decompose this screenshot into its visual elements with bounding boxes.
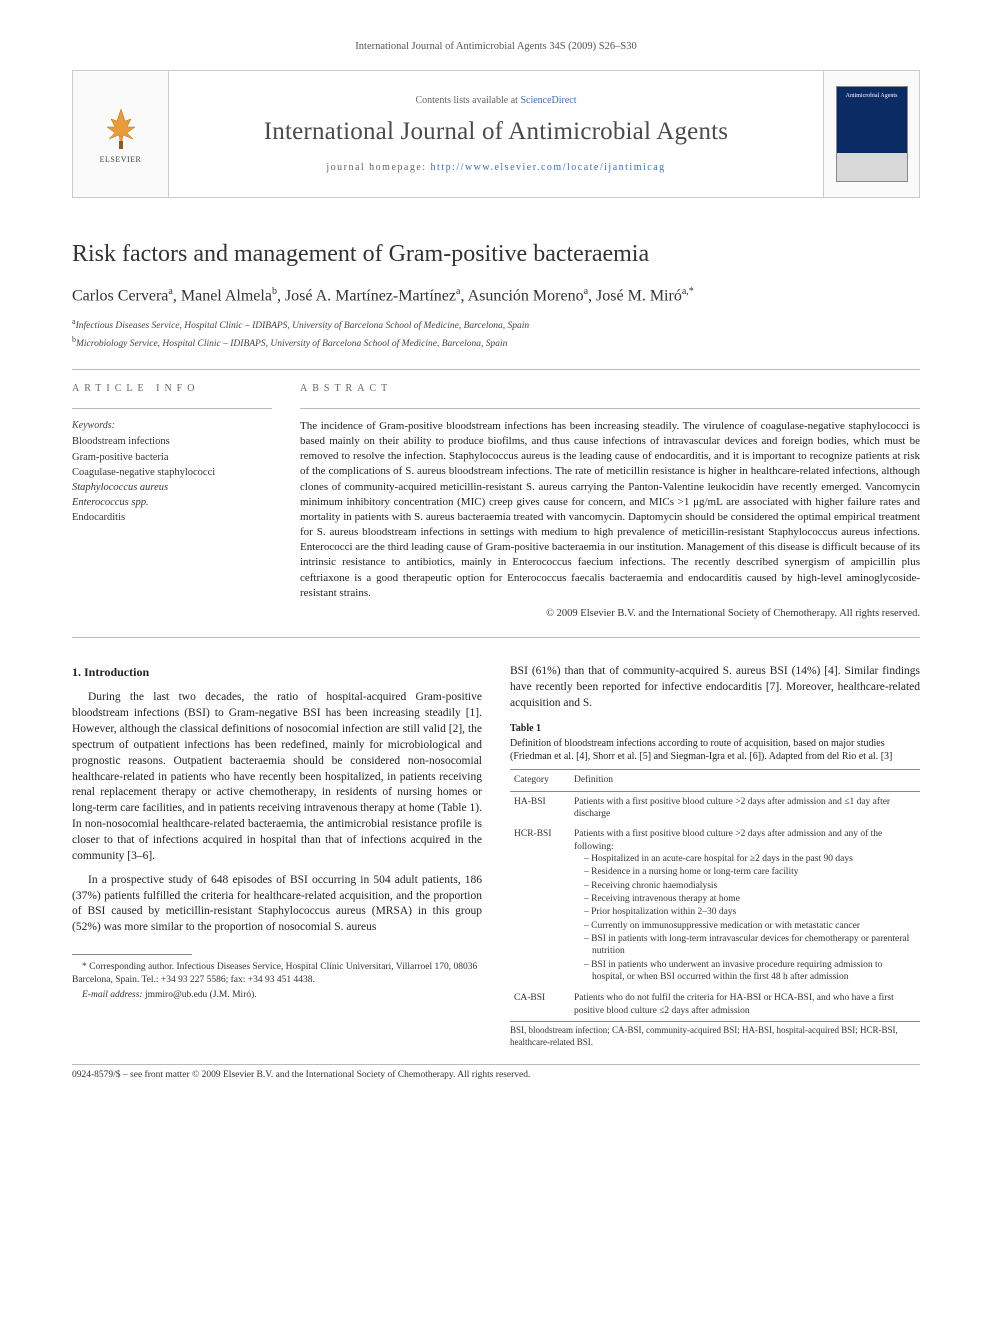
article-title: Risk factors and management of Gram-posi… bbox=[72, 238, 920, 270]
body-two-columns: 1. Introduction During the last two deca… bbox=[72, 664, 920, 1048]
abstract-column: ABSTRACT The incidence of Gram-positive … bbox=[300, 382, 920, 621]
table-cell-definition: Patients with a first positive blood cul… bbox=[570, 824, 920, 988]
table-1-footnote: BSI, bloodstream infection; CA-BSI, comm… bbox=[510, 1025, 920, 1048]
contents-lists-line: Contents lists available at ScienceDirec… bbox=[415, 94, 576, 108]
cover-thumb-label: Antimicrobial Agents bbox=[846, 87, 898, 100]
top-rule bbox=[72, 369, 920, 370]
table-cell-category: CA-BSI bbox=[510, 988, 570, 1021]
right-column: BSI (61%) than that of community-acquire… bbox=[510, 664, 920, 1048]
table-1-label: Table 1 bbox=[510, 722, 920, 736]
journal-masthead: ELSEVIER Contents lists available at Sci… bbox=[72, 70, 920, 198]
table-cell-category: HCR-BSI bbox=[510, 824, 570, 988]
keyword-item: Gram-positive bacteria bbox=[72, 450, 272, 465]
keyword-item: Staphylococcus aureus bbox=[72, 480, 272, 495]
intro-para-2-cont: BSI (61%) than that of community-acquire… bbox=[510, 664, 920, 712]
table-header-row: Category Definition bbox=[510, 770, 920, 791]
front-matter-line: 0924-8579/$ – see front matter © 2009 El… bbox=[72, 1069, 920, 1082]
definition-sublist-item: – Receiving intravenous therapy at home bbox=[584, 893, 916, 905]
homepage-prefix: journal homepage: bbox=[326, 162, 430, 173]
keyword-item: Bloodstream infections bbox=[72, 434, 272, 449]
table-1-caption: Definition of bloodstream infections acc… bbox=[510, 737, 920, 763]
info-abstract-row: ARTICLE INFO Keywords: Bloodstream infec… bbox=[72, 382, 920, 621]
article-info-label: ARTICLE INFO bbox=[72, 382, 272, 396]
info-rule bbox=[72, 408, 272, 409]
keyword-item: Endocarditis bbox=[72, 510, 272, 525]
elsevier-tree-icon bbox=[97, 103, 145, 151]
affiliation-line: aInfectious Diseases Service, Hospital C… bbox=[72, 316, 920, 333]
definition-sublist-item: – Receiving chronic haemodialysis bbox=[584, 880, 916, 892]
definition-sublist-item: – BSI in patients with long-term intrava… bbox=[584, 933, 916, 958]
publisher-logo-box: ELSEVIER bbox=[73, 71, 169, 197]
abstract-label: ABSTRACT bbox=[300, 382, 920, 396]
table-cell-category: HA-BSI bbox=[510, 791, 570, 824]
journal-cover-thumbnail: Antimicrobial Agents bbox=[836, 86, 908, 182]
contents-prefix: Contents lists available at bbox=[415, 95, 520, 106]
table-row: HA-BSIPatients with a first positive blo… bbox=[510, 791, 920, 824]
bottom-rule bbox=[72, 1064, 920, 1065]
running-header: International Journal of Antimicrobial A… bbox=[72, 40, 920, 54]
author-list: Carlos Cerveraa, Manel Almelab, José A. … bbox=[72, 285, 920, 307]
keywords-list: Bloodstream infectionsGram-positive bact… bbox=[72, 434, 272, 525]
table-1-block: Table 1 Definition of bloodstream infect… bbox=[510, 722, 920, 1049]
email-value: jmmiro@ub.edu (J.M. Miró). bbox=[145, 990, 257, 1000]
keyword-item: Enterococcus spp. bbox=[72, 495, 272, 510]
article-info-column: ARTICLE INFO Keywords: Bloodstream infec… bbox=[72, 382, 272, 621]
table-1: Category Definition HA-BSIPatients with … bbox=[510, 769, 920, 1022]
intro-para-2: In a prospective study of 648 episodes o… bbox=[72, 873, 482, 936]
journal-homepage-line: journal homepage: http://www.elsevier.co… bbox=[326, 161, 665, 175]
affiliations: aInfectious Diseases Service, Hospital C… bbox=[72, 316, 920, 351]
abstract-copyright: © 2009 Elsevier B.V. and the Internation… bbox=[300, 607, 920, 621]
definition-sublist-item: – BSI in patients who underwent an invas… bbox=[584, 959, 916, 984]
intro-para-1: During the last two decades, the ratio o… bbox=[72, 690, 482, 864]
journal-name: International Journal of Antimicrobial A… bbox=[264, 115, 728, 149]
section-1-heading: 1. Introduction bbox=[72, 664, 482, 680]
journal-homepage-link[interactable]: http://www.elsevier.com/locate/ijantimic… bbox=[431, 162, 666, 173]
keywords-heading: Keywords: bbox=[72, 419, 272, 433]
definition-sublist-item: – Currently on immunosuppressive medicat… bbox=[584, 920, 916, 932]
sciencedirect-link[interactable]: ScienceDirect bbox=[520, 95, 576, 106]
table-col-category: Category bbox=[510, 770, 570, 791]
cover-thumbnail-box: Antimicrobial Agents bbox=[823, 71, 919, 197]
email-label: E-mail address: bbox=[82, 990, 143, 1000]
footnotes: * Corresponding author. Infectious Disea… bbox=[72, 961, 482, 1001]
definition-sublist-item: – Hospitalized in an acute-care hospital… bbox=[584, 853, 916, 865]
table-row: CA-BSIPatients who do not fulfil the cri… bbox=[510, 988, 920, 1021]
table-cell-definition: Patients who do not fulfil the criteria … bbox=[570, 988, 920, 1021]
table-cell-definition: Patients with a first positive blood cul… bbox=[570, 791, 920, 824]
table-row: HCR-BSIPatients with a first positive bl… bbox=[510, 824, 920, 988]
abstract-rule bbox=[300, 408, 920, 409]
mid-rule bbox=[72, 637, 920, 638]
affiliation-line: bMicrobiology Service, Hospital Clinic –… bbox=[72, 334, 920, 351]
abstract-text: The incidence of Gram-positive bloodstre… bbox=[300, 419, 920, 601]
definition-sublist-item: – Prior hospitalization within 2–30 days bbox=[584, 906, 916, 918]
email-footnote: E-mail address: jmmiro@ub.edu (J.M. Miró… bbox=[72, 989, 482, 1002]
corresponding-author-footnote: * Corresponding author. Infectious Disea… bbox=[72, 961, 482, 987]
footnote-rule bbox=[72, 954, 192, 955]
publisher-label: ELSEVIER bbox=[100, 155, 142, 166]
keyword-item: Coagulase-negative staphylococci bbox=[72, 465, 272, 480]
definition-sublist-item: – Residence in a nursing home or long-te… bbox=[584, 866, 916, 878]
left-column: 1. Introduction During the last two deca… bbox=[72, 664, 482, 1048]
masthead-center: Contents lists available at ScienceDirec… bbox=[169, 71, 823, 197]
table-col-definition: Definition bbox=[570, 770, 920, 791]
definition-sublist: – Hospitalized in an acute-care hospital… bbox=[574, 853, 916, 983]
